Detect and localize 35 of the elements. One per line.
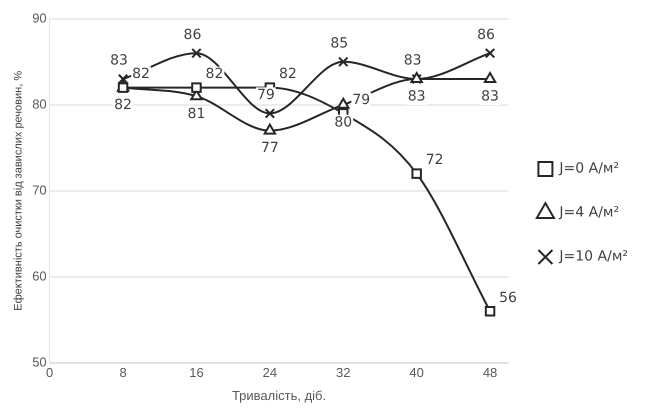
data-label: 85 — [330, 35, 348, 52]
data-label: 86 — [477, 26, 496, 43]
data-label: 82 — [132, 66, 150, 82]
data-label: 82 — [278, 66, 297, 82]
data-label: 86 — [184, 26, 202, 43]
x-tick-label: 48 — [482, 365, 498, 380]
y-tick-label: 70 — [32, 182, 47, 198]
legend-label: J=4 А/м² — [558, 204, 620, 221]
data-label: 56 — [499, 290, 518, 306]
data-label: 83 — [110, 52, 128, 69]
data-label: 82 — [114, 97, 132, 114]
data-label: 77 — [260, 140, 279, 156]
legend-label: J=0 А/м² — [558, 160, 620, 177]
y-tick-label: 90 — [32, 10, 47, 26]
legend-label: J=10 А/м² — [558, 248, 628, 265]
y-tick-label: 60 — [32, 268, 47, 284]
data-label: 72 — [426, 152, 444, 168]
data-label: 79 — [352, 92, 370, 108]
data-label: 83 — [481, 88, 499, 105]
data-label: 82 — [206, 66, 224, 82]
x-axis-title: Тривалість, діб. — [232, 388, 326, 403]
y-tick-label: 50 — [32, 354, 47, 370]
data-label: 79 — [256, 87, 275, 104]
x-tick-label: 0 — [46, 365, 54, 380]
x-tick-label: 32 — [336, 365, 350, 380]
data-label: 83 — [404, 52, 422, 69]
x-tick-label: 8 — [119, 365, 127, 380]
data-label: 80 — [334, 114, 352, 130]
x-tick-label: 16 — [189, 365, 204, 380]
data-label: 81 — [188, 106, 206, 122]
y-axis-title: Ефективність очистки від завислих речовин, % — [12, 70, 25, 311]
x-tick-label: 40 — [409, 365, 424, 380]
y-tick-label: 80 — [32, 96, 47, 112]
x-tick-label: 24 — [262, 365, 278, 380]
data-label: 83 — [408, 88, 426, 105]
